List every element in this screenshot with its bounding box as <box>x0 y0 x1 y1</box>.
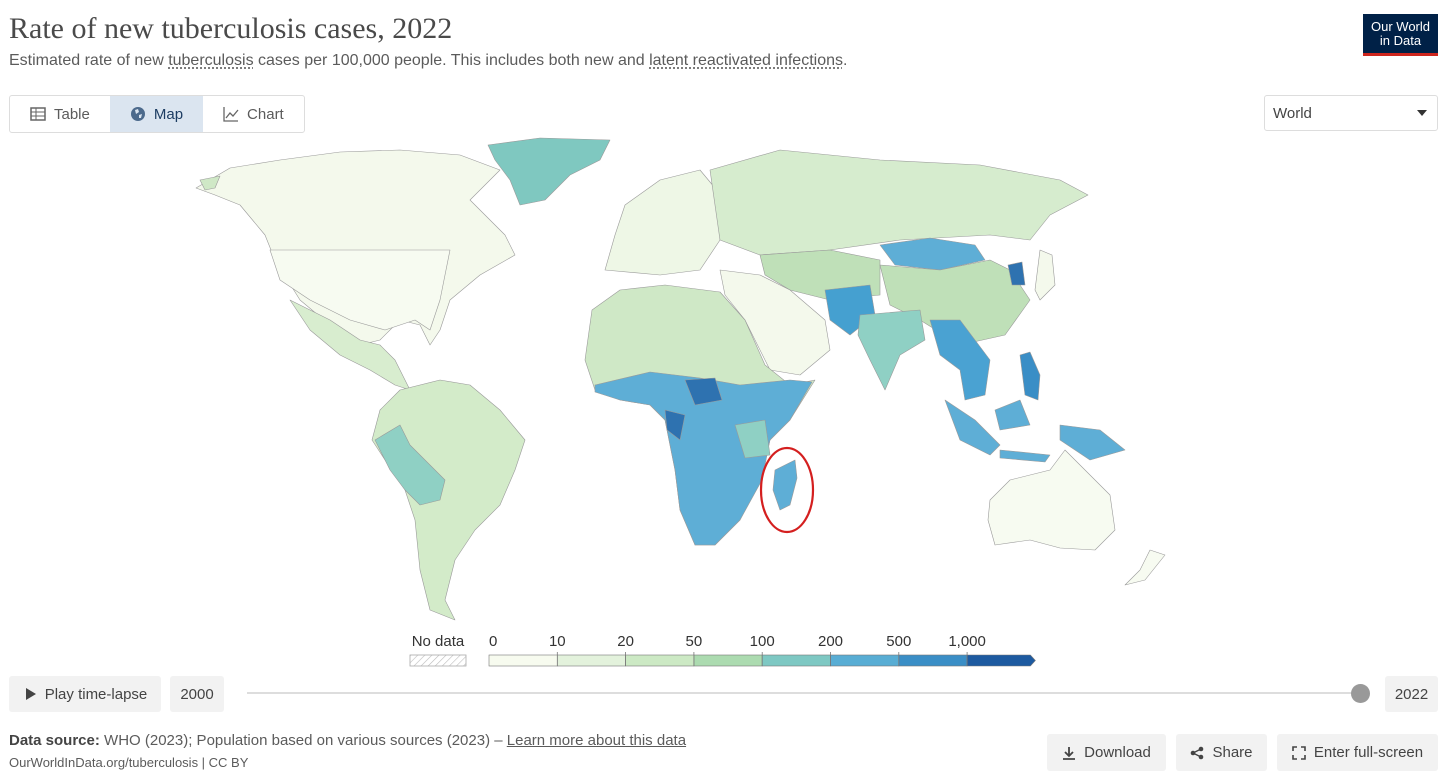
region-label: World <box>1273 104 1312 122</box>
logo-line: Our World <box>1371 19 1430 34</box>
russia[interactable] <box>709 149 1089 256</box>
tab-label: Chart <box>247 105 284 123</box>
play-button[interactable]: Play time-lapse <box>9 676 161 712</box>
tab-table[interactable]: Table <box>10 96 110 132</box>
play-label: Play time-lapse <box>44 685 148 703</box>
legend-swatch <box>693 654 763 667</box>
end-year: 2022 <box>1385 676 1438 712</box>
legend-swatch <box>898 654 968 667</box>
tab-chart[interactable]: Chart <box>203 96 304 132</box>
globe-icon <box>130 107 145 121</box>
tanzania[interactable] <box>734 419 771 459</box>
legend-bin-label: 1,000 <box>948 633 986 650</box>
legend-swatch <box>557 654 626 667</box>
tab-map[interactable]: Map <box>109 96 204 132</box>
legend-no-data-label: No data <box>412 633 465 650</box>
legend-bin-label: 500 <box>886 633 911 650</box>
sub-saharan-africa[interactable] <box>594 371 813 546</box>
peru-bolivia[interactable] <box>374 424 446 506</box>
logo[interactable]: Our World in Data <box>1363 14 1438 56</box>
timeline-track[interactable] <box>247 692 1360 694</box>
button-label: Enter full-screen <box>1313 744 1424 761</box>
download-button[interactable]: Download <box>1047 734 1166 771</box>
source-link[interactable]: Learn more about this data <box>506 732 687 749</box>
button-label: Download <box>1084 744 1151 761</box>
japan[interactable] <box>1034 249 1056 301</box>
legend-swatch <box>761 654 831 667</box>
legend-no-data-swatch <box>409 654 467 667</box>
subtitle-text: Estimated rate of new <box>9 52 169 69</box>
dropdown-caret <box>1417 110 1427 116</box>
legend-bin-label: 20 <box>617 633 634 650</box>
share-button[interactable]: Share <box>1176 734 1267 771</box>
subtitle-link[interactable]: latent reactivated infections <box>649 52 843 69</box>
tab-label: Table <box>54 105 90 123</box>
new-zealand[interactable] <box>1124 549 1166 586</box>
greenland[interactable] <box>487 137 611 206</box>
legend-swatch <box>830 654 900 667</box>
download-icon <box>1063 746 1076 760</box>
usa[interactable] <box>269 249 451 331</box>
subtitle-text: . <box>842 52 848 69</box>
tab-label: Map <box>153 105 184 123</box>
mongolia[interactable] <box>879 237 986 271</box>
subtitle-link[interactable]: tuberculosis <box>168 52 254 69</box>
greenland-small[interactable] <box>199 175 221 191</box>
title: Rate of new tuberculosis cases, 2022 <box>9 12 453 45</box>
logo-line: in Data <box>1379 33 1422 48</box>
south-america[interactable] <box>371 379 526 621</box>
high-burden-africa[interactable] <box>664 377 723 441</box>
button-label: Share <box>1212 744 1253 761</box>
legend-bin-label: 100 <box>750 633 775 650</box>
highlight-circle <box>759 446 815 534</box>
legend-bin-label: 10 <box>549 633 566 650</box>
legend-bin-label: 0 <box>489 633 497 650</box>
india[interactable] <box>857 309 926 391</box>
url[interactable]: OurWorldInData.org/tuberculosis | CC BY <box>9 755 249 770</box>
north-korea[interactable] <box>1007 261 1026 286</box>
southeast-asia[interactable] <box>929 319 991 401</box>
legend-bin-label: 50 <box>686 633 703 650</box>
philippines[interactable] <box>1019 351 1041 401</box>
legend-swatch <box>488 654 558 667</box>
start-year: 2000 <box>170 676 224 712</box>
madagascar[interactable] <box>772 459 798 511</box>
map-legend: No data 0 10 20 50 100 200 500 1,000 <box>409 633 1036 667</box>
europe[interactable] <box>604 169 726 276</box>
play-icon <box>25 688 36 700</box>
legend-swatch-open <box>966 654 1036 667</box>
source-text: WHO (2023); Population based on various … <box>99 732 507 749</box>
subtitle-text: cases per 100,000 people. This includes … <box>253 52 650 69</box>
source-label: Data source: <box>9 732 100 749</box>
region-select[interactable]: World <box>1264 95 1438 131</box>
middle-east[interactable] <box>719 269 831 376</box>
world-map <box>195 137 1166 621</box>
data-source: Data source: WHO (2023); Population base… <box>9 732 686 749</box>
timeline-handle[interactable] <box>1351 684 1370 703</box>
fullscreen-button[interactable]: Enter full-screen <box>1277 734 1438 771</box>
share-icon <box>1191 746 1204 759</box>
table-icon <box>30 107 46 121</box>
chart-icon <box>223 107 239 122</box>
view-tabs: Table Map Chart <box>9 95 305 133</box>
legend-swatch <box>625 654 695 667</box>
indonesia-png[interactable] <box>944 399 1126 463</box>
australia[interactable] <box>987 449 1116 551</box>
legend-bin-label: 200 <box>818 633 843 650</box>
fullscreen-icon <box>1292 745 1306 760</box>
subtitle: Estimated rate of new tuberculosis cases… <box>9 52 847 70</box>
